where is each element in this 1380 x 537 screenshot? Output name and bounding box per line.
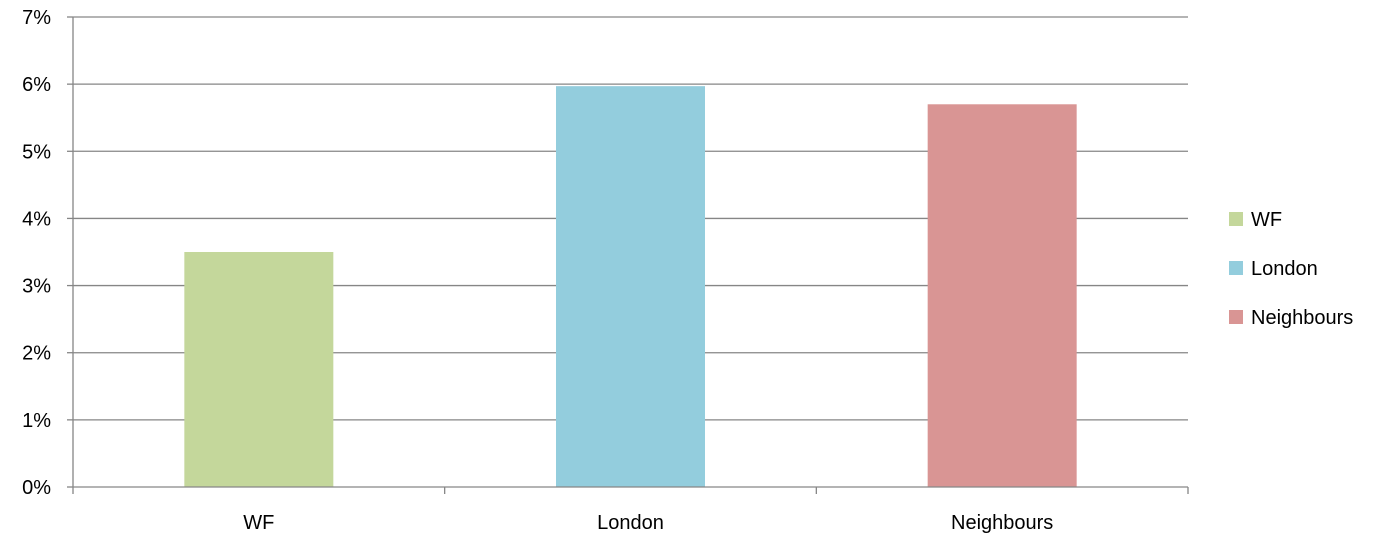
y-tick-label: 1% (22, 410, 51, 432)
bar-wf (184, 252, 334, 487)
y-tick-label: 7% (22, 7, 51, 29)
y-tick-label: 4% (22, 208, 51, 230)
legend-swatch (1229, 310, 1243, 324)
legend-label: WF (1251, 209, 1282, 231)
legend-swatch (1229, 261, 1243, 275)
legend-label: London (1251, 258, 1318, 280)
legend: WF London Neighbours (1229, 209, 1353, 329)
y-tick-labels: 0% 1% 2% 3% 4% 5% 6% 7% (22, 7, 51, 499)
y-tick-label: 5% (22, 141, 51, 163)
legend-item: London (1229, 258, 1318, 280)
legend-item: Neighbours (1229, 307, 1353, 329)
x-tick-label: WF (243, 512, 274, 534)
bar-london (556, 86, 705, 488)
y-tick-label: 0% (22, 477, 51, 499)
legend-label: Neighbours (1251, 307, 1353, 329)
x-tick-label: Neighbours (951, 512, 1053, 534)
legend-swatch (1229, 212, 1243, 226)
y-tick-label: 2% (22, 343, 51, 365)
y-tick-label: 3% (22, 276, 51, 298)
bar-neighbours (927, 104, 1077, 488)
y-tick-label: 6% (22, 74, 51, 96)
axes (67, 16, 1189, 494)
x-tick-label: London (597, 512, 664, 534)
bars (184, 86, 1077, 488)
legend-item: WF (1229, 209, 1282, 231)
x-tick-labels: WF London Neighbours (243, 512, 1053, 534)
